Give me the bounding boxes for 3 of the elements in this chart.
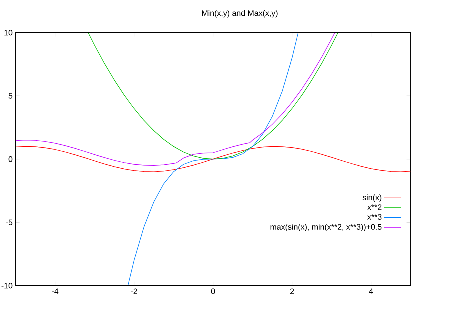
line-series (16, 146, 411, 172)
line-series (16, 32, 336, 166)
line-series (88, 32, 338, 160)
